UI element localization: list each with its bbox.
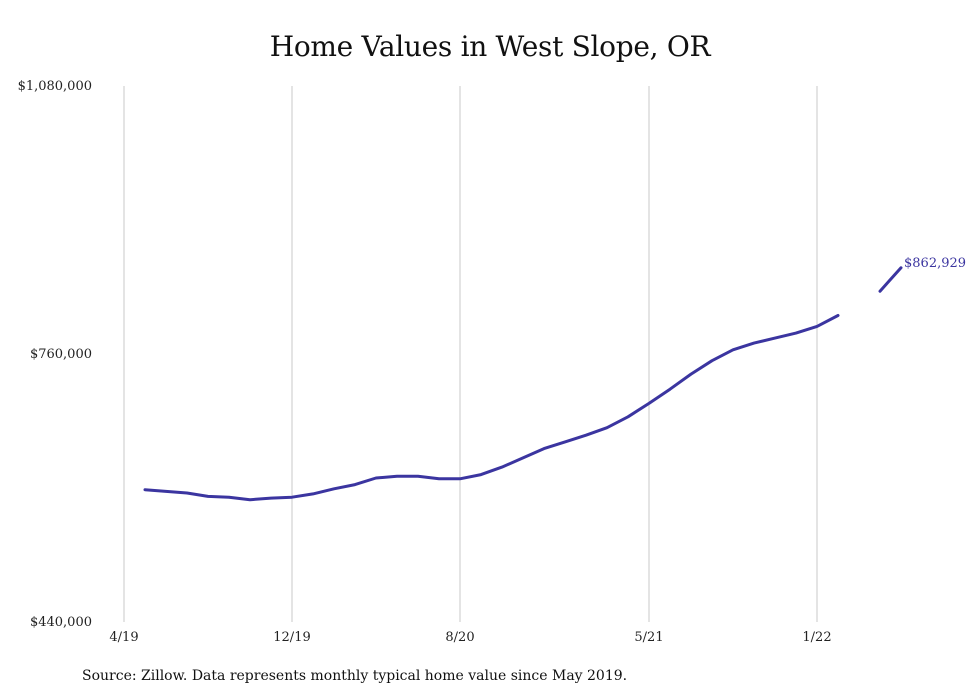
x-axis-tick-labels: 4/19 12/19 8/20 5/21 1/22 [109, 630, 831, 645]
end-label-group: $862,929 [904, 256, 966, 271]
series-line-group [143, 266, 903, 502]
x-tick-label: 4/19 [109, 630, 138, 645]
end-value-label: $862,929 [904, 256, 966, 271]
chart-title: Home Values in West Slope, OR [269, 30, 711, 63]
y-axis-tick-labels: $1,080,000 $760,000 $440,000 [18, 79, 92, 630]
x-tick-label: 8/20 [445, 630, 474, 645]
y-tick-label: $440,000 [30, 615, 92, 630]
x-tick-label: 5/21 [634, 630, 663, 645]
y-tick-label: $760,000 [30, 347, 92, 362]
gridlines [123, 86, 818, 622]
source-caption: Source: Zillow. Data represents monthly … [82, 668, 628, 684]
series-line [143, 314, 840, 502]
series-line [878, 266, 903, 293]
x-tick-label: 12/19 [273, 630, 310, 645]
y-tick-label: $1,080,000 [18, 79, 92, 94]
x-tick-label: 1/22 [802, 630, 831, 645]
